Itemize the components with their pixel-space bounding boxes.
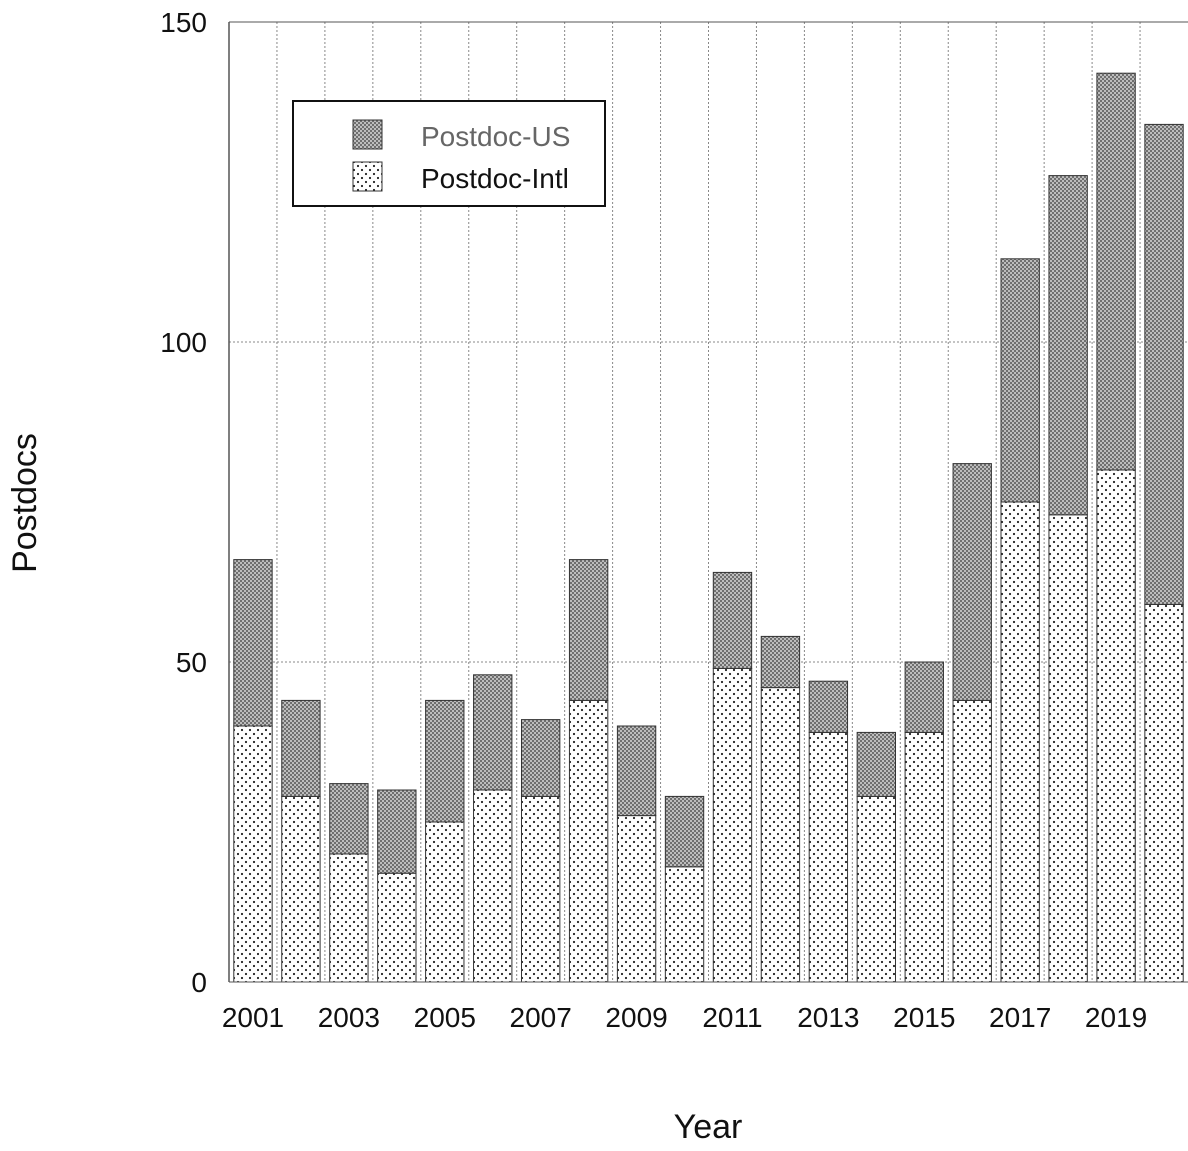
bar-us-2012 <box>760 635 801 689</box>
legend-swatch-intl <box>352 161 383 192</box>
bar-intl-2010 <box>664 866 705 983</box>
bar-intl-2007 <box>520 795 561 983</box>
x-tick-label: 2003 <box>318 1002 380 1033</box>
bar-us-2003 <box>329 783 369 855</box>
bar-us-2015 <box>904 661 944 733</box>
x-tick-label: 2005 <box>414 1002 476 1033</box>
bar-us-2001 <box>233 559 273 727</box>
bar-intl-2003 <box>329 853 369 983</box>
bar-intl-2016 <box>952 699 992 983</box>
bar-us-2010 <box>664 795 705 868</box>
y-tick-label: 150 <box>160 7 207 38</box>
bar-intl-2006 <box>473 789 513 983</box>
x-tick-label: 2001 <box>222 1002 284 1033</box>
bar-us-2017 <box>1000 258 1040 503</box>
bar-intl-2008 <box>568 699 609 983</box>
legend-swatch-us <box>352 119 383 150</box>
bar-us-2005 <box>425 699 465 823</box>
bar-intl-2014 <box>856 795 897 983</box>
bar-us-2011 <box>712 571 753 669</box>
bar-us-2013 <box>808 680 849 733</box>
x-tick-label: 2011 <box>702 1002 762 1033</box>
bar-us-2002 <box>281 699 321 797</box>
x-tick-label: 2017 <box>989 1002 1051 1033</box>
bar-us-2007 <box>520 719 561 797</box>
bar-intl-2013 <box>808 731 849 983</box>
bar-intl-2019 <box>1096 469 1136 983</box>
bar-intl-2018 <box>1048 514 1088 983</box>
bar-intl-2017 <box>1000 501 1040 983</box>
y-axis-title: Postdocs <box>6 433 44 573</box>
bar-us-2006 <box>473 674 513 791</box>
y-tick-label: 50 <box>176 647 207 678</box>
x-axis-title: Year <box>674 1108 743 1146</box>
x-tick-label: 2019 <box>1085 1002 1147 1033</box>
legend-label-intl: Postdoc-Intl <box>421 163 569 194</box>
bar-intl-2002 <box>281 795 321 983</box>
bar-intl-2011 <box>712 667 753 983</box>
x-tick-label: 2013 <box>797 1002 859 1033</box>
bar-us-2019 <box>1096 72 1136 471</box>
bar-intl-2004 <box>377 872 417 983</box>
axes-layer: 0 50 100 150 2001 2003 2005 2007 2009 2011 2013 201… <box>160 7 1188 1033</box>
x-tick-label: 2015 <box>893 1002 955 1033</box>
bar-intl-2015 <box>904 731 944 983</box>
y-tick-label: 0 <box>191 967 207 998</box>
bar-intl-2009 <box>616 815 657 983</box>
bar-us-2004 <box>377 789 417 874</box>
legend-box <box>292 100 606 207</box>
bar-us-2020 <box>1144 123 1184 605</box>
bar-intl-2005 <box>425 821 465 983</box>
legend-label-us: Postdoc-US <box>421 121 570 152</box>
legend: Postdoc-US Postdoc-Intl <box>292 100 606 207</box>
bar-us-2016 <box>952 463 992 701</box>
bars-layer <box>233 72 1184 983</box>
bar-intl-2001 <box>233 725 273 983</box>
bar-intl-2020 <box>1144 603 1184 983</box>
bar-us-2009 <box>616 725 657 817</box>
bar-intl-2012 <box>760 687 801 983</box>
bar-us-2018 <box>1048 175 1088 516</box>
bar-us-2008 <box>568 559 609 701</box>
x-tick-label: 2007 <box>510 1002 572 1033</box>
y-tick-label: 100 <box>160 327 207 358</box>
x-tick-label: 2009 <box>605 1002 667 1033</box>
bar-us-2014 <box>856 731 897 797</box>
